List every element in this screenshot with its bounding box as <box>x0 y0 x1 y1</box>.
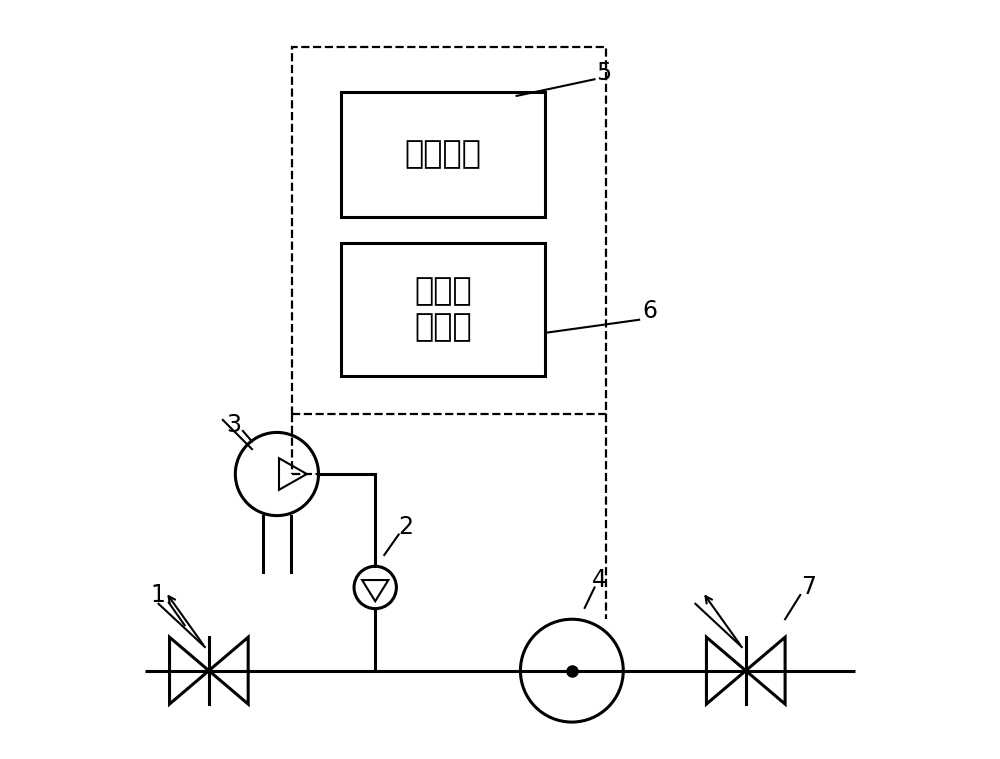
Text: 1: 1 <box>151 583 166 607</box>
Text: 5: 5 <box>596 61 611 85</box>
Text: 3: 3 <box>226 413 241 437</box>
Bar <box>292 47 606 414</box>
Text: 4: 4 <box>592 568 607 592</box>
Text: 核心处
理模块: 核心处 理模块 <box>414 276 472 343</box>
Text: 7: 7 <box>801 575 816 600</box>
Bar <box>341 244 545 376</box>
Bar <box>341 92 545 217</box>
Text: 2: 2 <box>398 515 413 539</box>
Text: 6: 6 <box>642 300 657 323</box>
Text: 电源模块: 电源模块 <box>405 139 482 170</box>
